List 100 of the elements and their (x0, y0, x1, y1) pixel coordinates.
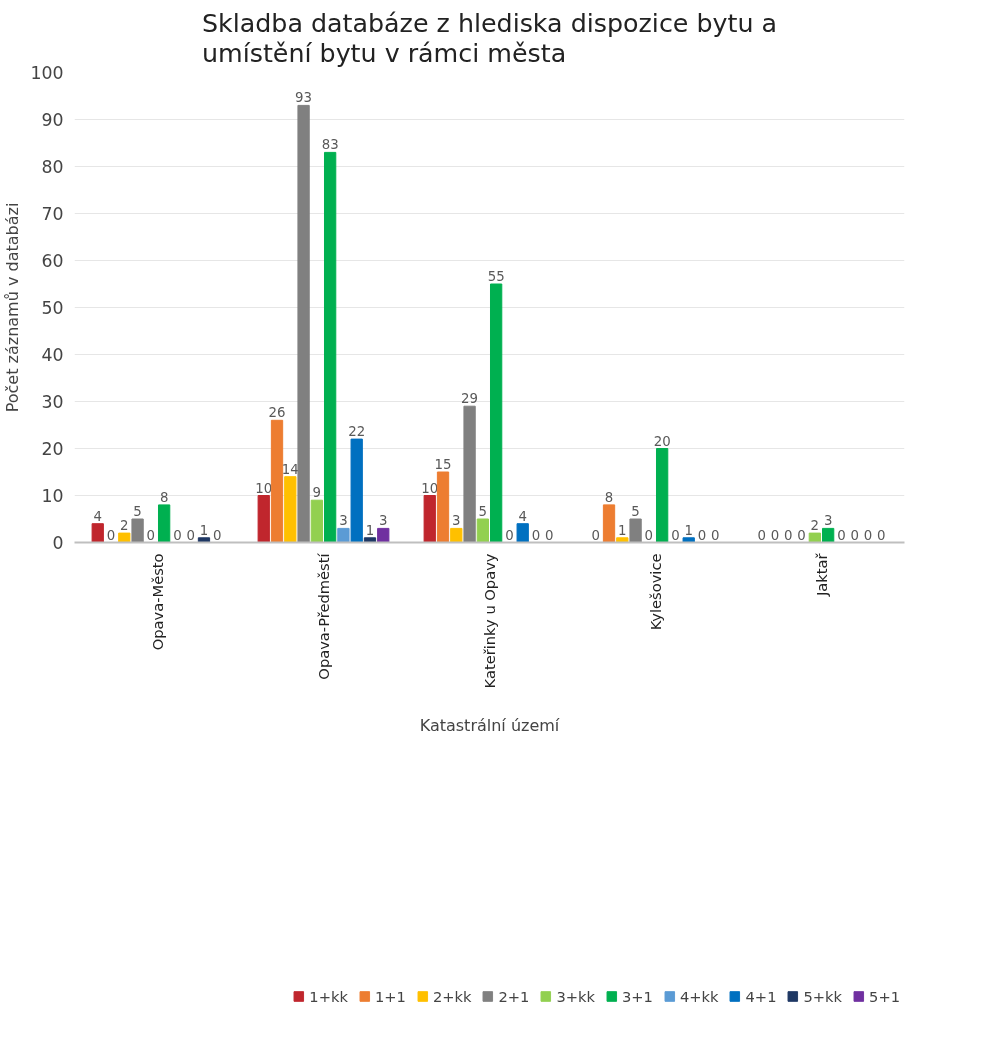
data-label: 0 (770, 527, 780, 543)
bar (310, 499, 323, 543)
data-label: 10 (421, 480, 439, 496)
chart-title: Skladba databáze z hlediska dispozice bytu a umístění bytu v rámci města (201, 7, 778, 68)
y-tick-label: 80 (41, 157, 64, 177)
data-label: 55 (487, 269, 505, 284)
data-label: 3 (452, 513, 461, 529)
data-label: 3 (379, 513, 388, 529)
x-tick-label: Kateřinky u Opavy (481, 553, 498, 689)
bar (324, 151, 337, 543)
data-label: 0 (837, 527, 846, 543)
legend-label: 3+kk (556, 987, 595, 1005)
bar (436, 471, 450, 543)
x-tick-label: Opava-Předměstí (315, 552, 332, 680)
bar (516, 523, 529, 543)
data-label: 3 (823, 513, 833, 529)
data-label: 0 (106, 527, 116, 543)
data-label: 20 (653, 433, 671, 449)
data-label: 0 (505, 527, 514, 543)
bar (616, 537, 629, 543)
data-label: 0 (757, 527, 766, 543)
data-label: 0 (146, 527, 156, 543)
data-label: 0 (173, 527, 182, 543)
data-label: 0 (531, 527, 541, 543)
bar (350, 438, 363, 543)
data-label: 0 (644, 527, 654, 543)
data-label: 0 (863, 527, 873, 543)
data-label: 1 (365, 522, 375, 538)
legend-label: 4+kk (679, 987, 719, 1005)
bar (602, 504, 616, 543)
bar (91, 523, 104, 543)
data-label: 5 (631, 504, 640, 519)
data-label: 0 (591, 527, 600, 543)
bar (377, 527, 390, 543)
data-label: 0 (797, 527, 806, 543)
bar (284, 476, 297, 543)
data-label: 1 (684, 522, 693, 538)
data-label: 5 (133, 504, 142, 519)
x-tick-label: Opava-Město (149, 553, 166, 651)
data-label: 22 (348, 424, 366, 440)
y-tick-label: 40 (41, 345, 64, 365)
legend-label: 1+kk (309, 987, 348, 1005)
y-tick-label: 20 (41, 439, 64, 459)
bar (197, 537, 211, 543)
bar (297, 104, 310, 543)
data-label: 0 (186, 527, 195, 543)
data-label: 10 (255, 480, 273, 496)
bar (423, 495, 436, 543)
data-label: 0 (697, 527, 707, 543)
x-tick-label: Kylešovice (647, 553, 664, 631)
y-tick-label: 60 (41, 251, 64, 271)
bar (656, 448, 669, 543)
legend-label: 2+kk (432, 987, 472, 1005)
bar (463, 405, 476, 543)
bar (270, 419, 284, 543)
bar (808, 532, 821, 543)
bar (158, 504, 171, 543)
data-label: 3 (339, 513, 348, 529)
data-label: 15 (434, 457, 452, 472)
bar (450, 527, 463, 543)
data-label: 0 (213, 527, 222, 543)
data-label: 4 (518, 508, 527, 524)
data-label: 8 (159, 489, 169, 505)
y-axis-title: Počet záznamů v databázi (3, 202, 23, 413)
bar (476, 518, 489, 543)
x-tick-label: Jaktař (813, 552, 830, 598)
y-tick-label: 70 (41, 204, 64, 224)
data-label: 0 (671, 527, 680, 543)
bar (490, 283, 503, 543)
legend-label: 5+kk (803, 987, 843, 1005)
data-label: 29 (461, 391, 479, 407)
y-tick-label: 30 (41, 392, 64, 412)
data-label: 0 (877, 527, 886, 543)
data-label: 83 (321, 137, 339, 153)
data-label: 93 (295, 90, 313, 106)
legend-label: 1+1 (374, 987, 406, 1005)
data-label: 14 (281, 461, 299, 477)
data-label: 0 (711, 527, 720, 543)
data-label: 26 (268, 405, 286, 421)
data-label: 0 (784, 527, 793, 543)
y-tick-label: 100 (30, 63, 64, 83)
bar (337, 527, 350, 543)
y-tick-label: 10 (41, 486, 64, 506)
data-label: 9 (312, 485, 322, 501)
data-label: 0 (850, 527, 859, 543)
bar (629, 518, 642, 543)
y-tick-label: 90 (41, 110, 64, 130)
bar (131, 518, 144, 543)
legend-label: 5+1 (869, 987, 900, 1005)
y-tick-label: 0 (52, 533, 64, 553)
data-label: 4 (93, 508, 102, 524)
bar (822, 527, 835, 543)
bar (118, 532, 131, 543)
bar (257, 495, 270, 543)
data-label: 0 (545, 527, 554, 543)
data-label: 2 (810, 518, 820, 534)
data-label: 2 (120, 518, 129, 534)
x-axis-title: Katastrální území (419, 716, 560, 736)
bar (682, 537, 695, 543)
data-label: 5 (478, 504, 488, 519)
